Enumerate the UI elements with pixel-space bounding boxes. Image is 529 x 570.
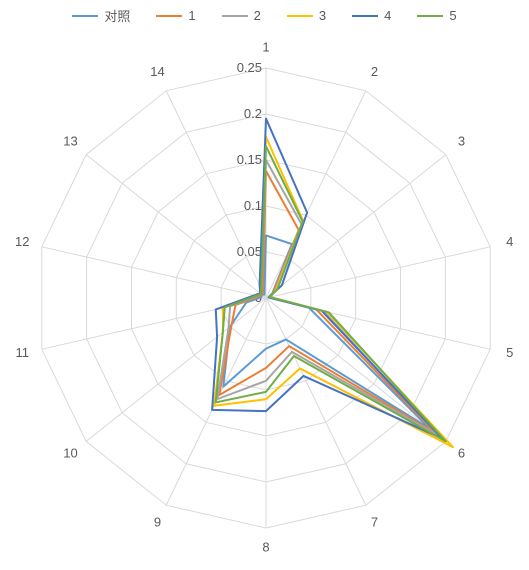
category-label: 5 — [506, 345, 513, 360]
tick-label: 0.1 — [244, 198, 262, 213]
category-label: 7 — [371, 515, 378, 530]
grid-spoke — [265, 297, 447, 442]
legend-swatch — [221, 14, 248, 17]
legend-swatch — [72, 14, 99, 17]
grid-spoke — [41, 246, 267, 299]
legend-item-5: 5 — [417, 6, 457, 25]
grid-spoke — [265, 90, 367, 299]
series-line — [214, 145, 447, 443]
category-label: 3 — [458, 134, 465, 149]
legend-item-3: 3 — [286, 6, 327, 25]
category-label: 2 — [371, 64, 378, 79]
grid-spoke — [265, 297, 367, 506]
tick-label: 0.2 — [244, 106, 262, 121]
legend-swatch — [417, 14, 444, 17]
legend-item-control: 对照 — [72, 6, 130, 25]
legend-item-2: 2 — [221, 6, 261, 25]
grid-spoke — [165, 90, 267, 299]
category-label: 4 — [506, 234, 513, 249]
grid-spoke — [265, 154, 447, 299]
tick-label: 0.15 — [237, 152, 262, 167]
chart-legend: 对照 1 2 3 4 5 — [0, 6, 529, 25]
legend-item-4: 4 — [352, 6, 391, 25]
category-label: 13 — [63, 134, 77, 149]
legend-swatch — [286, 14, 313, 17]
category-label: 12 — [15, 234, 29, 249]
legend-swatch — [352, 14, 379, 17]
category-label: 11 — [16, 345, 30, 360]
category-label: 6 — [458, 445, 465, 460]
legend-label: 1 — [188, 8, 196, 23]
category-label: 9 — [154, 515, 161, 530]
legend-label: 对照 — [104, 9, 131, 24]
grid-spoke — [85, 154, 267, 299]
series-line — [213, 136, 455, 449]
legend-label: 4 — [384, 8, 392, 23]
category-label: 1 — [262, 39, 269, 54]
category-label: 10 — [63, 445, 77, 460]
legend-swatch — [156, 14, 183, 17]
tick-label: 0.25 — [237, 60, 262, 75]
legend-label: 5 — [449, 8, 457, 23]
grid-spoke — [265, 246, 491, 299]
legend-label: 2 — [253, 8, 261, 23]
legend-item-1: 1 — [156, 6, 196, 25]
legend-label: 3 — [318, 8, 327, 23]
category-label: 14 — [150, 64, 164, 79]
tick-label: 0.05 — [237, 244, 262, 259]
grid-spoke — [85, 297, 267, 442]
category-label: 8 — [262, 539, 269, 554]
